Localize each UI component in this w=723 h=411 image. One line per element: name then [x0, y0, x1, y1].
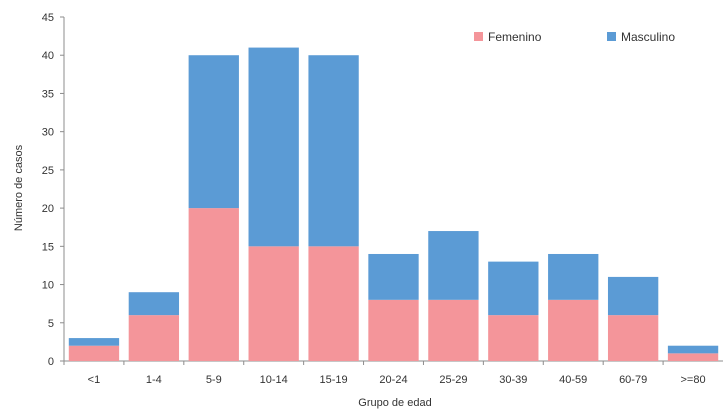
y-axis-title: Número de casos	[13, 144, 25, 231]
bar-femenino-8	[548, 299, 599, 361]
x-tick-label: 5-9	[206, 374, 222, 386]
x-axis-title: Grupo de edad	[358, 397, 431, 409]
bar-masculino-0	[68, 338, 120, 346]
x-tick-label: 1-4	[146, 374, 162, 386]
legend-swatch-masculino	[607, 32, 616, 41]
y-tick-label: 30	[42, 127, 54, 139]
legend-swatch-femenino	[474, 32, 483, 41]
bar-femenino-0	[68, 345, 120, 361]
x-tick-label: 25-29	[439, 374, 467, 386]
bar-masculino-2	[188, 55, 239, 209]
y-tick-label: 40	[42, 50, 54, 62]
bar-femenino-10	[667, 353, 719, 361]
y-axis: 0 5 10 15 20 25 30 35 40 45	[42, 12, 65, 368]
y-tick-label: 15	[42, 241, 54, 253]
y-tick-label: 20	[42, 203, 54, 215]
bar-masculino-10	[667, 345, 719, 354]
y-tick-label: 35	[42, 88, 54, 100]
x-ticks: <1 1-4 5-9 10-14 15-19 20-24 25-29 30-39 40-59 60…	[63, 361, 706, 386]
bar-femenino-7	[488, 315, 539, 361]
x-tick-label: 20-24	[379, 374, 407, 386]
x-tick-label: 40-59	[559, 374, 587, 386]
y-tick-label: 10	[42, 280, 54, 292]
bar-masculino-9	[607, 276, 659, 316]
x-tick-label: 10-14	[260, 374, 288, 386]
bar-masculino-7	[488, 261, 539, 316]
x-tick-label: 30-39	[499, 374, 527, 386]
x-tick-label: 60-79	[619, 374, 647, 386]
x-axis: <1 1-4 5-9 10-14 15-19 20-24 25-29 30-39 40-59 60…	[63, 360, 723, 386]
y-tick-label: 45	[42, 12, 54, 24]
y-ticks: 0 5 10 15 20 25 30 35 40 45	[42, 12, 64, 368]
y-tick-label: 0	[48, 356, 54, 368]
y-tick-label: 5	[48, 318, 54, 330]
bar-masculino-4	[308, 55, 359, 247]
y-tick-label: 25	[42, 165, 54, 177]
bar-masculino-1	[128, 292, 180, 316]
bar-femenino-5	[368, 299, 419, 361]
x-tick-label: >=80	[680, 374, 705, 386]
bar-masculino-5	[368, 253, 419, 300]
bar-masculino-3	[248, 47, 299, 247]
x-tick-label: 15-19	[320, 374, 348, 386]
bars	[68, 47, 719, 361]
legend-label-femenino: Femenino	[488, 30, 542, 44]
bar-femenino-4	[308, 246, 359, 361]
legend: Femenino Masculino	[474, 30, 675, 44]
bar-masculino-6	[428, 231, 479, 300]
bar-femenino-3	[248, 246, 299, 361]
bar-femenino-2	[188, 208, 239, 361]
legend-label-masculino: Masculino	[621, 30, 675, 44]
bar-femenino-1	[128, 315, 180, 361]
bar-masculino-8	[548, 253, 599, 300]
x-tick-label: <1	[88, 374, 101, 386]
bar-femenino-6	[428, 299, 479, 361]
bar-femenino-9	[607, 315, 659, 361]
